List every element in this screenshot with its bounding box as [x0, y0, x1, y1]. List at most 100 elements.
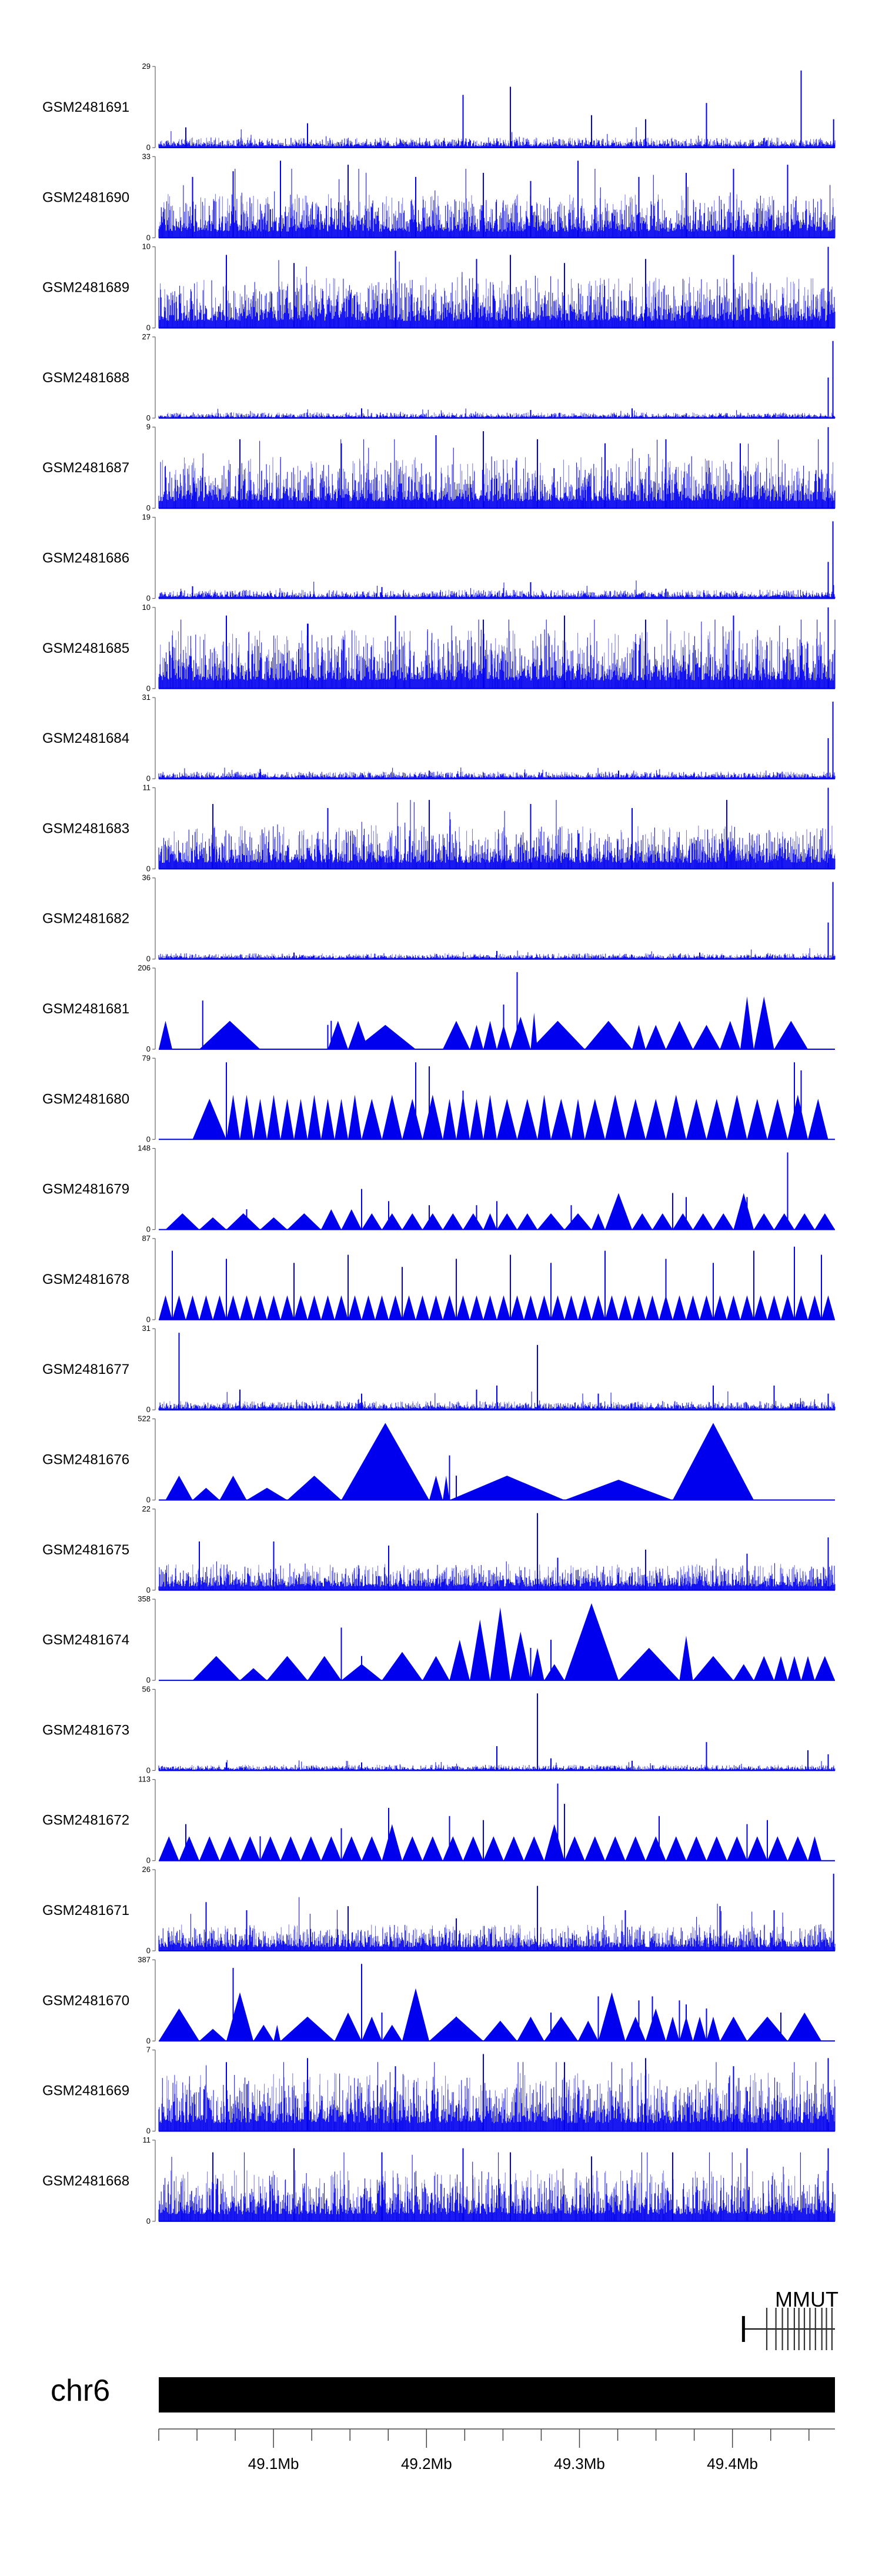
peak: [308, 1095, 321, 1140]
y-max-label: 27: [142, 332, 151, 341]
peak: [335, 1295, 348, 1320]
peak: [267, 1656, 308, 1681]
peak: [754, 1656, 774, 1681]
coverage-bars: [158, 1897, 836, 1951]
peak: [213, 1295, 226, 1320]
peak: [463, 1836, 483, 1861]
peak: [727, 1836, 747, 1861]
peak: [774, 1656, 788, 1681]
peak: [564, 1295, 578, 1320]
peak: [733, 1193, 754, 1230]
track-GSM2481673: GSM2481673 56 0: [42, 1684, 836, 1774]
peak: [679, 1636, 693, 1681]
peak: [693, 1213, 713, 1230]
peak: [605, 1193, 632, 1230]
peak: [544, 2016, 578, 2041]
gene-exon: [814, 2308, 816, 2350]
peak: [619, 1295, 632, 1320]
peak: [605, 1836, 626, 1861]
coverage-bars-light: [162, 1564, 833, 1590]
peak: [267, 1295, 280, 1320]
peak: [625, 1836, 646, 1861]
y-min-label: 0: [146, 774, 151, 783]
peak: [186, 1295, 199, 1320]
peak: [470, 1025, 483, 1049]
y-max-label: 22: [142, 1504, 151, 1513]
peak: [483, 1213, 497, 1230]
peak: [646, 1099, 666, 1140]
peak: [700, 1295, 713, 1320]
coverage-bars-light: [162, 2073, 835, 2131]
track-GSM2481688: GSM2481688 27 0: [42, 332, 836, 422]
peak: [814, 1213, 835, 1230]
peak: [720, 1020, 740, 1049]
gene-exon: [798, 2308, 800, 2350]
gene-exon: [809, 2308, 811, 2350]
peak: [794, 1295, 808, 1320]
peak: [382, 2024, 402, 2041]
y-min-label: 0: [146, 233, 151, 242]
peak: [584, 1020, 632, 1049]
coverage-bars-light: [163, 2170, 829, 2221]
peak: [199, 1836, 220, 1861]
track-label: GSM2481669: [42, 2083, 129, 2099]
peak: [483, 1095, 497, 1140]
y-min-label: 0: [146, 1315, 151, 1324]
y-max-label: 9: [146, 422, 151, 431]
peak: [517, 1213, 537, 1230]
chromosome-bar: [159, 2377, 835, 2413]
peak: [443, 1213, 463, 1230]
track-GSM2481676: GSM2481676 522 0: [42, 1414, 835, 1504]
y-min-label: 0: [146, 684, 151, 693]
y-max-label: 31: [142, 693, 151, 702]
y-min-label: 0: [146, 143, 151, 152]
peak: [422, 1836, 443, 1861]
track-label: GSM2481688: [42, 370, 129, 386]
peak: [402, 1099, 423, 1140]
peak: [240, 1668, 267, 1681]
peak: [517, 2016, 544, 2041]
coverage-bars-light: [159, 193, 834, 238]
peak: [754, 1295, 767, 1320]
track-GSM2481669: GSM2481669 7 0: [42, 2046, 836, 2135]
peak: [341, 1209, 362, 1230]
track-label: GSM2481675: [42, 1542, 129, 1558]
gene-track: MMUT: [741, 2287, 838, 2350]
peak: [740, 996, 754, 1049]
peak: [571, 1099, 585, 1140]
peak: [564, 1480, 673, 1500]
peak: [510, 1016, 531, 1049]
peak: [652, 1213, 673, 1230]
peak: [673, 1213, 693, 1230]
peak: [646, 2008, 666, 2041]
track-label: GSM2481682: [42, 911, 129, 927]
y-max-label: 7: [146, 2046, 151, 2054]
peak: [402, 1988, 429, 2041]
track-GSM2481671: GSM2481671 26 0: [42, 1865, 836, 1955]
peak: [402, 1836, 423, 1861]
peak: [666, 1095, 686, 1140]
track-GSM2481683: GSM2481683 11 0: [42, 783, 836, 873]
coverage-bars-light: [160, 276, 833, 328]
peak: [422, 1213, 443, 1230]
x-tick-label: 49.2Mb: [401, 2455, 452, 2472]
y-min-label: 0: [146, 594, 151, 603]
peak: [490, 1607, 510, 1681]
gene-exon: [831, 2308, 833, 2350]
y-max-label: 148: [138, 1144, 151, 1153]
peak: [666, 2016, 680, 2041]
peak: [544, 1664, 564, 1681]
peak: [510, 1295, 524, 1320]
track-GSM2481678: GSM2481678 87 0: [42, 1234, 835, 1324]
peak: [321, 1836, 342, 1861]
peak: [159, 1295, 172, 1320]
coverage-bars-light: [159, 1764, 836, 1771]
track-label: GSM2481691: [42, 99, 129, 115]
peak: [382, 1213, 402, 1230]
peak: [706, 1099, 727, 1140]
peak: [619, 1647, 680, 1681]
peak: [422, 1095, 443, 1140]
peak: [821, 1295, 835, 1320]
peak: [362, 1295, 375, 1320]
